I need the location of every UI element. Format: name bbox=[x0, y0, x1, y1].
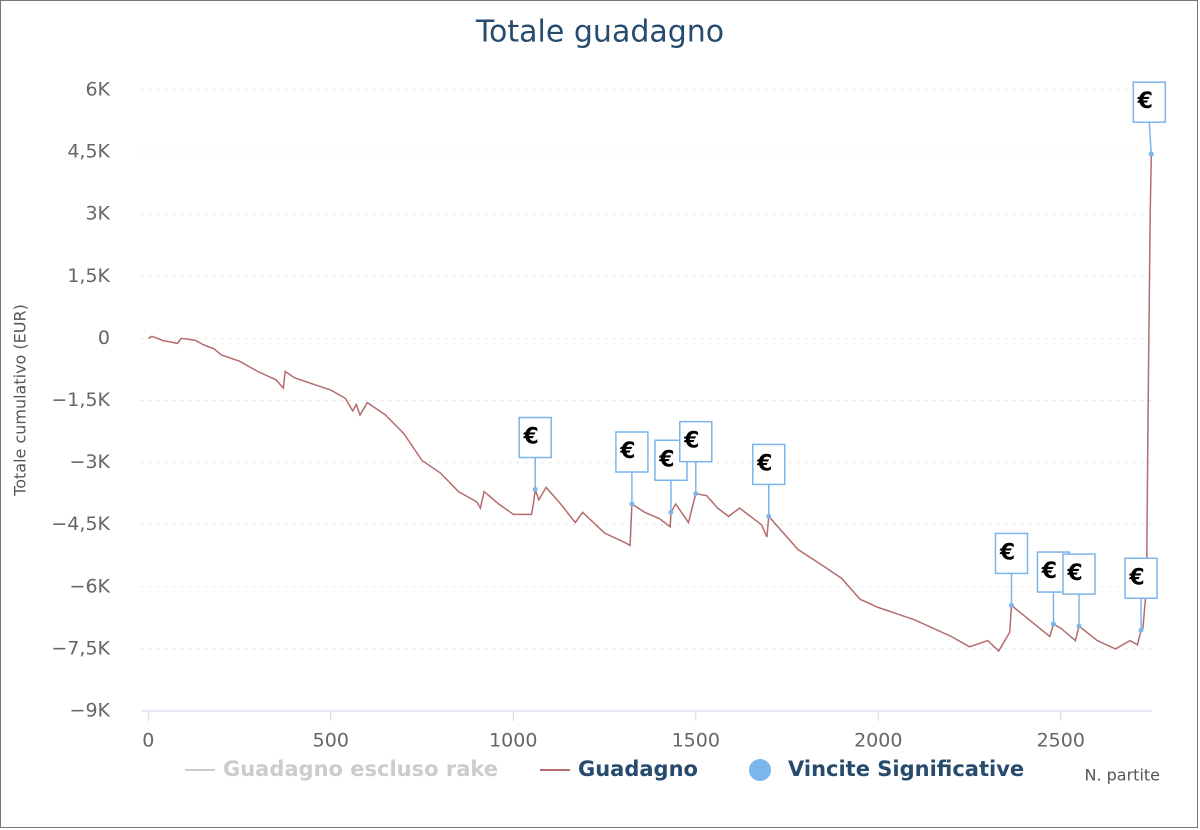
legend-symbol bbox=[749, 759, 771, 781]
y-tick-label: −6K bbox=[70, 575, 111, 597]
win-marker bbox=[629, 501, 635, 507]
flag-label: € bbox=[523, 425, 539, 450]
win-marker bbox=[532, 487, 538, 493]
y-tick-label: −3K bbox=[70, 451, 111, 473]
flag-box bbox=[752, 443, 786, 486]
flag-label: € bbox=[1128, 565, 1144, 590]
flag-box bbox=[1124, 557, 1158, 600]
y-tick-label: −1,5K bbox=[51, 389, 110, 411]
flag-label: € bbox=[658, 447, 674, 472]
x-tick-label: 0 bbox=[142, 730, 154, 752]
legend-label: Vincite Significative bbox=[788, 757, 1024, 781]
x-axis-label: N. partite bbox=[1084, 766, 1160, 785]
flag-box bbox=[518, 416, 552, 459]
win-marker bbox=[668, 509, 674, 515]
flag-box bbox=[1062, 553, 1096, 595]
win-marker bbox=[1050, 621, 1056, 627]
legend-label: Guadagno bbox=[578, 757, 698, 781]
win-marker bbox=[693, 491, 699, 497]
x-tick-label: 2000 bbox=[854, 730, 902, 752]
y-tick-label: −9K bbox=[70, 700, 111, 722]
flag-label: € bbox=[1041, 559, 1057, 584]
win-marker bbox=[1138, 627, 1144, 633]
y-tick-label: 4,5K bbox=[67, 141, 110, 163]
legend-label: Guadagno escluso rake bbox=[223, 757, 498, 781]
flag-box bbox=[1132, 81, 1167, 123]
y-tick-label: 3K bbox=[85, 203, 110, 225]
win-marker bbox=[1008, 602, 1014, 608]
x-tick-label: 1000 bbox=[489, 730, 537, 752]
win-marker bbox=[766, 513, 772, 519]
flag-label: € bbox=[619, 439, 635, 464]
flag-label: € bbox=[756, 451, 772, 476]
flag-label: € bbox=[1066, 561, 1082, 586]
flag-box bbox=[994, 532, 1029, 575]
y-axis-label: Totale cumulativo (EUR) bbox=[11, 304, 30, 497]
line-series bbox=[147, 154, 1153, 653]
flag-label: € bbox=[683, 429, 699, 454]
x-tick-label: 500 bbox=[313, 730, 349, 752]
y-tick-label: −7,5K bbox=[51, 637, 110, 659]
flag-box bbox=[615, 431, 649, 473]
flag-connector bbox=[1148, 122, 1153, 155]
win-marker bbox=[1076, 623, 1082, 629]
chart-title: Totale guadagno bbox=[475, 15, 724, 50]
y-tick-label: 0 bbox=[98, 327, 110, 349]
y-tick-label: 6K bbox=[85, 79, 110, 101]
y-tick-label: −4,5K bbox=[51, 513, 110, 535]
win-marker bbox=[1148, 151, 1154, 157]
y-tick-label: 1,5K bbox=[67, 265, 110, 287]
x-tick-label: 1500 bbox=[672, 730, 720, 752]
flag-label: € bbox=[1137, 89, 1153, 114]
flag-label: € bbox=[999, 540, 1015, 565]
x-tick-label: 2500 bbox=[1037, 730, 1085, 752]
flag-box bbox=[679, 420, 713, 463]
